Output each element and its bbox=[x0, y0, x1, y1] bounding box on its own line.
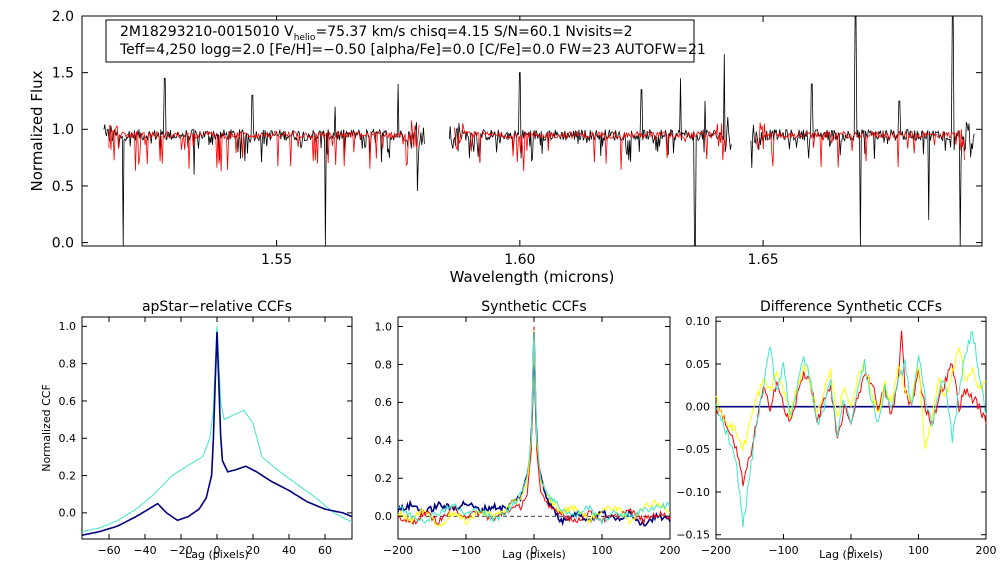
y-tick-label: 2.0 bbox=[52, 9, 74, 25]
y-tick-label: −0.05 bbox=[676, 443, 710, 456]
x-tick-label: 100 bbox=[908, 544, 929, 557]
apstar-ccf-ylabel: Normalized CCF bbox=[40, 384, 53, 472]
series-visit-2 bbox=[81, 326, 353, 532]
series-visit-1 bbox=[81, 331, 353, 537]
x-tick-label: 60 bbox=[318, 544, 332, 557]
y-tick-label: 1.0 bbox=[59, 320, 77, 333]
difference-ccf-ticks: −200 −100 0 100 200 −0.15 −0.10 −0.05 0.00 0.05 0.… bbox=[676, 315, 996, 557]
info-vhelio-subscript: helio bbox=[294, 33, 316, 43]
y-tick-label: 1.0 bbox=[52, 122, 74, 138]
apstar-ccf-title: apStar−relative CCFs bbox=[142, 299, 292, 315]
y-tick-label: 0.00 bbox=[686, 401, 711, 414]
spectrum-xlabel: Wavelength (microns) bbox=[450, 268, 615, 286]
x-tick-label: 1.65 bbox=[747, 252, 778, 268]
synthetic-ccf-ticks: −200 −100 0 100 200 0.0 0.2 0.4 0.6 0.8 1.0 bbox=[375, 317, 681, 557]
y-tick-label: 0.0 bbox=[375, 510, 393, 523]
y-tick-label: 0.2 bbox=[375, 472, 393, 485]
difference-ccf-frame bbox=[715, 316, 987, 540]
difference-ccf-data bbox=[715, 330, 987, 528]
synthetic-ccf-title: Synthetic CCFs bbox=[481, 299, 586, 315]
series-diff-4 bbox=[715, 330, 987, 528]
spectrum-panel: 1.55 1.60 1.65 0.0 0.5 1.0 1.5 2.0 2M18293210-0… bbox=[28, 9, 983, 286]
x-tick-label: −100 bbox=[451, 544, 481, 557]
x-tick-label: −60 bbox=[97, 544, 120, 557]
x-tick-label: 0 bbox=[848, 544, 855, 557]
series-template-2 bbox=[397, 326, 671, 526]
y-tick-label: 0.0 bbox=[59, 507, 77, 520]
series-template-1 bbox=[397, 332, 671, 527]
apstar-ccf-panel: apStar−relative CCFs −60 −40 −20 0 20 40 60 0.0… bbox=[40, 299, 353, 561]
x-tick-label: 100 bbox=[592, 544, 613, 557]
spectrum-data bbox=[103, 15, 975, 247]
synthetic-ccf-xlabel: Lag (pixels) bbox=[502, 548, 566, 561]
x-tick-label: −40 bbox=[133, 544, 156, 557]
y-tick-label: 0.6 bbox=[59, 395, 77, 408]
x-tick-label: 1.60 bbox=[504, 252, 535, 268]
x-tick-label: −20 bbox=[169, 544, 192, 557]
info-line-2: Teff=4,250 logg=2.0 [Fe/H]=−0.50 [alpha/… bbox=[119, 42, 706, 58]
y-tick-label: 1.5 bbox=[52, 66, 74, 82]
y-tick-label: 1.0 bbox=[375, 320, 393, 333]
x-tick-label: 200 bbox=[976, 544, 997, 557]
info-line-1: 2M18293210-0015010 Vhelio=75.37 km/s chi… bbox=[120, 24, 633, 43]
apstar-ccf-ticks: −60 −40 −20 0 20 40 60 0.0 0.2 0.4 0.6 0.8 1.0 bbox=[59, 317, 352, 557]
x-tick-label: 200 bbox=[660, 544, 681, 557]
x-tick-label: 20 bbox=[246, 544, 260, 557]
x-tick-label: 0 bbox=[531, 544, 538, 557]
y-tick-label: 0.6 bbox=[375, 396, 393, 409]
y-tick-label: 0.05 bbox=[686, 358, 711, 371]
series-model bbox=[108, 120, 965, 172]
info-object: 2M18293210-0015010 V bbox=[120, 24, 294, 40]
series-template-3 bbox=[397, 330, 671, 528]
x-tick-label: 1.55 bbox=[261, 252, 292, 268]
x-tick-label: −100 bbox=[768, 544, 798, 557]
synthetic-ccf-panel: Synthetic CCFs −200 −100 0 100 200 0.0 0.2 0.4 0… bbox=[375, 299, 681, 561]
y-tick-label: 0.8 bbox=[375, 358, 393, 371]
apstar-ccf-xlabel: Lag (pixels) bbox=[185, 548, 249, 561]
series-diff-2 bbox=[715, 330, 987, 487]
y-tick-label: 0.4 bbox=[375, 434, 393, 447]
difference-ccf-xlabel: Lag (pixels) bbox=[819, 548, 883, 561]
x-tick-label: 0 bbox=[214, 544, 221, 557]
series-diff-3 bbox=[715, 346, 987, 452]
y-tick-label: 0.0 bbox=[52, 236, 74, 252]
x-tick-label: −200 bbox=[701, 544, 731, 557]
spectrum-frame bbox=[81, 15, 983, 247]
difference-ccf-panel: Difference Synthetic CCFs −200 −100 0 100 20… bbox=[676, 299, 996, 561]
series-template-4 bbox=[397, 332, 671, 526]
info-box bbox=[105, 19, 695, 63]
y-tick-label: −0.10 bbox=[676, 486, 710, 499]
y-tick-label: 0.10 bbox=[686, 315, 711, 328]
y-tick-label: −0.15 bbox=[676, 529, 710, 542]
spectrum-ticks: 1.55 1.60 1.65 0.0 0.5 1.0 1.5 2.0 bbox=[52, 9, 982, 268]
synthetic-ccf-data bbox=[397, 326, 671, 528]
x-tick-label: 40 bbox=[282, 544, 296, 557]
difference-ccf-title: Difference Synthetic CCFs bbox=[760, 299, 942, 315]
x-tick-label: −200 bbox=[383, 544, 413, 557]
info-stats: =75.37 km/s chisq=4.15 S/N=60.1 Nvisits=… bbox=[315, 24, 632, 40]
y-tick-label: 0.2 bbox=[59, 469, 77, 482]
y-tick-label: 0.4 bbox=[59, 432, 77, 445]
y-tick-label: 0.5 bbox=[52, 179, 74, 195]
apstar-ccf-data bbox=[81, 326, 353, 537]
spectrum-ylabel: Normalized Flux bbox=[28, 70, 46, 191]
y-tick-label: 0.8 bbox=[59, 357, 77, 370]
